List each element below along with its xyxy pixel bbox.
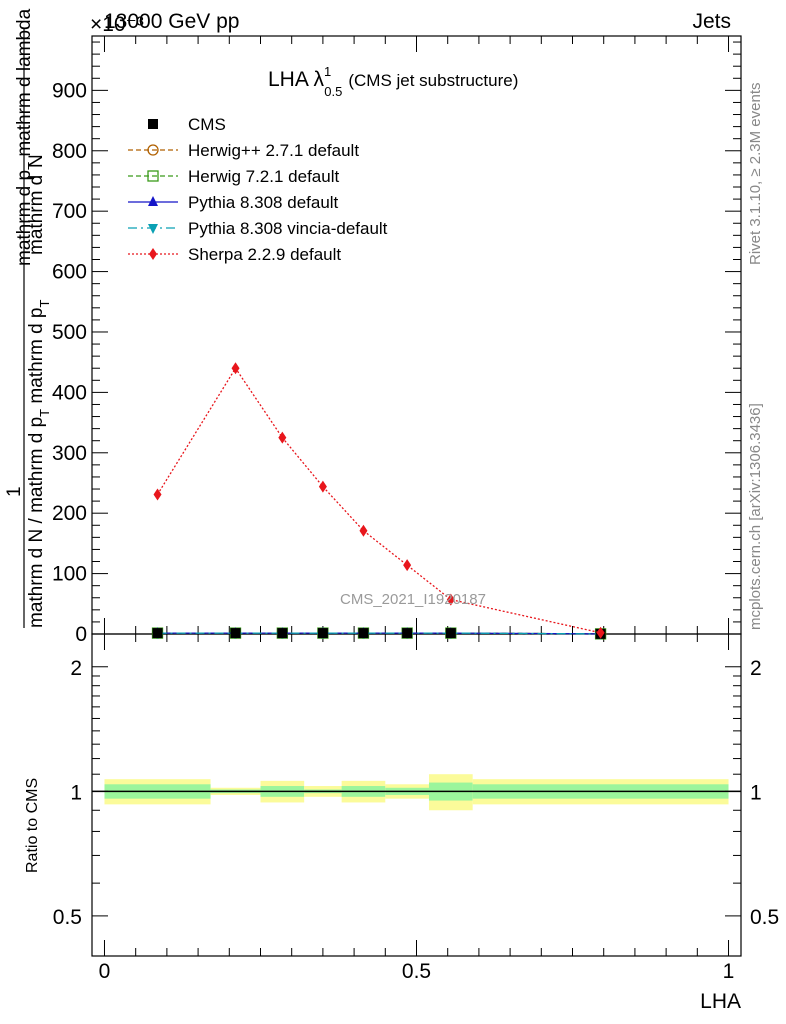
data-point <box>445 628 456 639</box>
y-label-denominator: mathrm d N / mathrm d pT mathrm d pT <box>26 300 52 629</box>
y-tick-label: 900 <box>52 79 87 102</box>
legend-label: Pythia 8.308 default <box>188 193 339 212</box>
y-label-one: 1 <box>4 486 25 497</box>
chart-title: LHA λ1 0.5(CMS jet substructure) <box>268 64 518 99</box>
series-line <box>156 367 601 634</box>
legend-label: Herwig 7.2.1 default <box>188 167 339 186</box>
ratio-axis-ticks: 0.5 0.5 1 1 2 2 <box>53 657 779 929</box>
legend-label: Herwig++ 2.7.1 default <box>188 141 359 160</box>
y-tick-label: 100 <box>52 563 87 586</box>
legend-swatch-marker <box>147 170 159 182</box>
data-point <box>230 628 241 639</box>
y-tick-label: 300 <box>52 442 87 465</box>
legend-swatch-marker <box>148 196 158 206</box>
y-tick-label: 500 <box>52 321 87 344</box>
data-point <box>403 559 412 572</box>
legend-swatch-marker <box>148 119 158 129</box>
mcplots-label: mcplots.cern.ch [arXiv:1306.3436] <box>747 403 764 630</box>
process-label: Jets <box>692 10 731 33</box>
y-tick-label: 600 <box>52 261 87 284</box>
x-axis-label: LHA <box>700 990 741 1013</box>
collision-label: 13000 GeV pp <box>104 10 239 33</box>
legend-entry: Pythia 8.308 default <box>128 193 339 212</box>
x-tick-label: 1 <box>723 960 735 983</box>
data-point <box>596 626 605 639</box>
ratio-uncertainty-bands <box>92 774 741 811</box>
data-point <box>277 628 288 639</box>
legend-swatch-marker <box>149 248 157 260</box>
ratio-y-axis-label: Ratio to CMS <box>24 778 41 873</box>
data-point <box>402 628 413 639</box>
legend-entry: Sherpa 2.2.9 default <box>128 245 341 264</box>
y-tick-label: 800 <box>52 140 87 163</box>
data-point <box>358 628 369 639</box>
y-label-numerator-1: mathrm d <box>26 175 47 255</box>
y-tick-label: 0 <box>75 623 87 646</box>
ratio-y-tick-label-right: 0.5 <box>750 906 779 929</box>
ratio-y-tick-label-right: 1 <box>750 781 762 804</box>
legend-entry: Herwig++ 2.7.1 default <box>128 141 359 160</box>
ratio-y-tick-label-left: 0.5 <box>53 906 82 929</box>
ratio-y-tick-label-left: 1 <box>70 781 82 804</box>
data-point <box>278 431 287 444</box>
legend: CMS Herwig++ 2.7.1 default Herwig 7.2.1 de… <box>128 115 388 264</box>
data-point <box>152 628 163 639</box>
data-point <box>231 362 240 375</box>
analysis-watermark: CMS_2021_I1920187 <box>340 591 486 608</box>
ratio-y-tick-label-right: 2 <box>750 657 762 680</box>
x-tick-label: 0.5 <box>402 960 431 983</box>
legend-entry: Herwig 7.2.1 default <box>128 167 339 186</box>
exponent-label: ×10⁻³ <box>90 13 144 36</box>
main-axis-ticks: 0 100 200 300 400 500 600 700 800 900 0 0.5 1 <box>52 36 741 983</box>
y-label-numerator-2: N <box>26 154 47 168</box>
legend-label: CMS <box>188 115 226 134</box>
data-point <box>446 593 455 606</box>
legend-label: Sherpa 2.2.9 default <box>188 245 341 264</box>
y-axis-label: mathrm d N mathrm d pT mathrm d lambda 1… <box>4 8 52 628</box>
legend-swatch-marker <box>147 144 159 156</box>
x-tick-label: 0 <box>99 960 111 983</box>
data-point <box>359 524 368 537</box>
ratio-y-tick-label-left: 2 <box>70 657 82 680</box>
y-tick-label: 200 <box>52 502 87 525</box>
y-tick-label: 400 <box>52 381 87 404</box>
series-line <box>157 632 601 635</box>
series-layer <box>151 362 607 640</box>
legend-entry: CMS <box>148 115 226 134</box>
rivet-label: Rivet 3.1.10, ≥ 2.3M events <box>747 83 764 266</box>
y-tick-label: 700 <box>52 200 87 223</box>
series-5 <box>153 362 605 639</box>
data-point <box>317 628 328 639</box>
data-point <box>318 480 327 493</box>
legend-swatch-marker <box>148 224 158 234</box>
legend-entry: Pythia 8.308 vincia-default <box>128 219 388 238</box>
legend-label: Pythia 8.308 vincia-default <box>188 219 388 238</box>
data-point <box>153 488 162 501</box>
